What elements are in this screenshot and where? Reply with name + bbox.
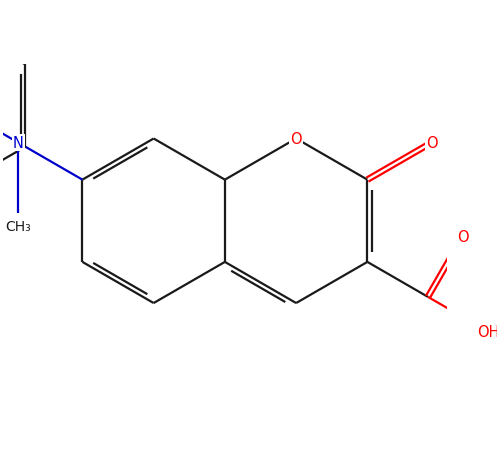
- Text: O: O: [457, 230, 469, 244]
- Text: OH: OH: [477, 325, 497, 340]
- Text: O: O: [290, 132, 302, 147]
- Text: N: N: [13, 136, 24, 151]
- Text: O: O: [425, 136, 437, 151]
- Text: CH₃: CH₃: [5, 220, 31, 234]
